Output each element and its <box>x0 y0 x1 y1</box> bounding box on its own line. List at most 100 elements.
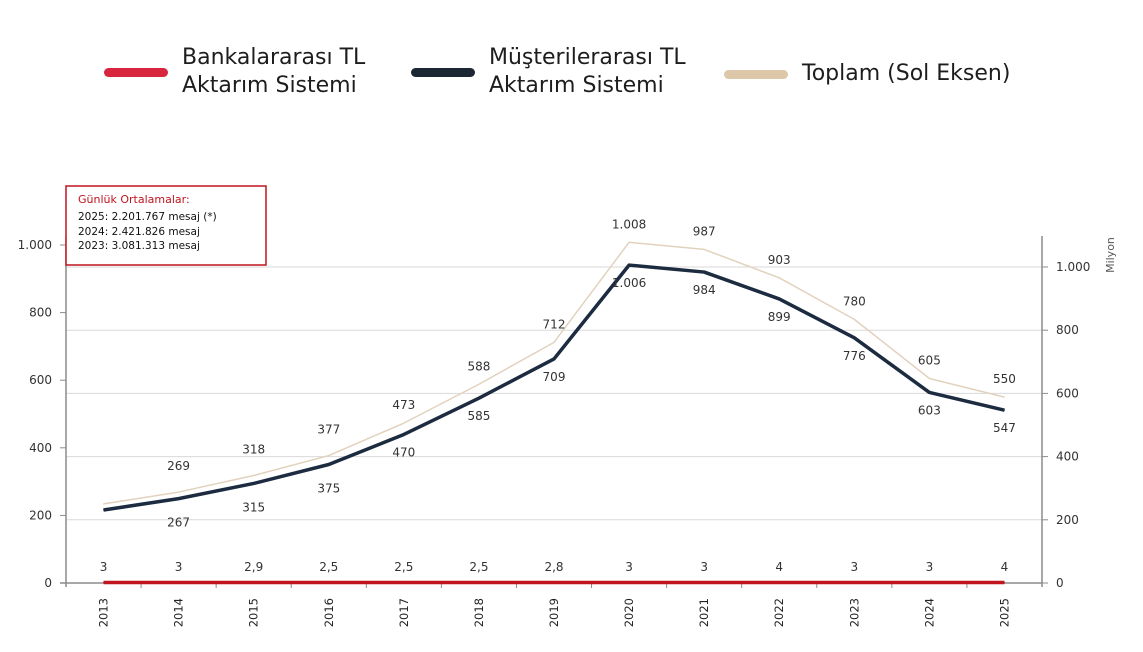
data-label: 2,9 <box>244 560 263 574</box>
x-axis-tick-label: 2024 <box>922 598 936 627</box>
data-label: 375 <box>317 482 340 496</box>
legend-label-line1: Toplam (Sol Eksen) <box>802 61 1011 86</box>
legend-label-line1: Müşterilerarası TL <box>489 45 686 70</box>
data-point <box>478 582 480 583</box>
data-point <box>403 422 405 424</box>
info-box-title: Günlük Ortalamalar: <box>78 193 190 206</box>
gridlines <box>66 266 1042 521</box>
left-axis-tick-label: 1.000 <box>18 238 52 252</box>
data-point <box>178 491 180 493</box>
data-label: 2,5 <box>319 560 338 574</box>
right-axis-tick-label: 800 <box>1056 323 1079 337</box>
data-point <box>703 271 705 273</box>
data-labels: 3 3 2,9 2,5 2,5 2,5 2,8 3 3 4 3 3 4 267 315 375 470 585 70… <box>100 217 1016 574</box>
x-axis-tick-label: 2013 <box>97 598 111 627</box>
legend-item-musterilerarasi: Müşterilerarası TL Aktarım Sistemi <box>411 44 686 100</box>
legend-swatch-beige <box>724 69 788 79</box>
info-box-line: 2025: 2.201.767 mesaj (*) <box>78 211 217 223</box>
data-label: 776 <box>843 349 866 363</box>
data-label: 899 <box>768 310 791 324</box>
data-point <box>853 337 855 339</box>
x-axis-tick-label: 2021 <box>697 598 711 627</box>
data-point <box>328 464 330 465</box>
axes: 0 200 400 600 800 1.000 0 200 400 600 800 1.000 Mily… <box>18 236 1117 627</box>
data-point <box>553 341 555 343</box>
left-axis-tick-label: 400 <box>29 441 52 455</box>
data-point <box>328 455 330 457</box>
data-point <box>928 391 930 393</box>
data-point <box>178 498 180 500</box>
x-axis-tick-label: 2015 <box>247 598 261 627</box>
data-label: 903 <box>768 253 791 267</box>
legend-item-toplam: Toplam (Sol Eksen) <box>724 60 1010 88</box>
data-point <box>403 433 405 435</box>
data-label: 605 <box>918 354 941 368</box>
right-axis-title: Milyon <box>1104 237 1117 273</box>
legend-swatch-red <box>104 67 168 77</box>
data-label: 547 <box>993 421 1016 435</box>
right-axis-tick-label: 600 <box>1056 386 1079 400</box>
data-point <box>253 582 255 583</box>
data-label: 712 <box>543 317 566 331</box>
data-label: 3 <box>100 560 108 574</box>
data-label: 3 <box>850 560 858 574</box>
data-point <box>253 475 255 477</box>
legend-label-toplam: Toplam (Sol Eksen) <box>802 60 1010 88</box>
x-axis-tick-label: 2020 <box>622 598 636 627</box>
x-axis-tick-label: 2023 <box>847 598 861 627</box>
info-box: Günlük Ortalamalar: 2025: 2.201.767 mesa… <box>65 185 267 266</box>
data-point <box>478 397 480 399</box>
data-point <box>103 509 105 511</box>
data-point <box>328 582 330 583</box>
data-label: 709 <box>543 370 566 384</box>
right-axis-tick-label: 0 <box>1056 576 1064 590</box>
data-point <box>553 358 555 360</box>
data-label: 987 <box>693 224 716 238</box>
data-point <box>853 318 855 320</box>
x-axis-tick-label: 2018 <box>472 598 486 627</box>
legend-swatch-navy <box>411 67 475 77</box>
legend-label-line1: Bankalararası TL <box>182 45 366 70</box>
data-label: 4 <box>775 560 783 574</box>
data-point <box>103 582 105 583</box>
data-point <box>1003 409 1005 411</box>
x-axis-tick-label: 2022 <box>772 598 786 627</box>
data-label: 269 <box>167 459 190 473</box>
legend-label-bankalararasi: Bankalararası TL Aktarım Sistemi <box>182 44 365 100</box>
data-point <box>853 582 855 583</box>
data-label: 2,5 <box>394 560 413 574</box>
legend-label-line2: Aktarım Sistemi <box>489 73 664 98</box>
left-axis-tick-label: 0 <box>44 576 52 590</box>
data-label: 2,8 <box>544 560 563 574</box>
info-box-frame <box>65 185 267 266</box>
data-point <box>628 241 630 243</box>
left-axis-tick-label: 800 <box>29 306 52 320</box>
series-line-1 <box>103 263 1005 512</box>
data-label: 470 <box>392 445 415 459</box>
left-axis-tick-label: 200 <box>29 508 52 522</box>
data-point <box>403 582 405 583</box>
data-label: 2,5 <box>469 560 488 574</box>
x-axis-tick-label: 2025 <box>997 598 1011 627</box>
data-point <box>553 582 555 583</box>
data-label: 984 <box>693 283 716 297</box>
data-point <box>1003 582 1005 583</box>
x-axis-tick-label: 2014 <box>172 598 186 627</box>
data-point <box>778 298 780 300</box>
data-label: 3 <box>926 560 934 574</box>
x-axis-tick-label: 2019 <box>547 598 561 627</box>
data-label: 3 <box>700 560 708 574</box>
right-axis-tick-label: 200 <box>1056 513 1079 527</box>
data-label: 267 <box>167 516 190 530</box>
data-label: 315 <box>242 500 265 514</box>
data-label: 1.006 <box>612 276 646 290</box>
legend-item-bankalararasi: Bankalararası TL Aktarım Sistemi <box>104 44 365 100</box>
data-label: 780 <box>843 294 866 308</box>
data-label: 603 <box>918 403 941 417</box>
data-point <box>478 383 480 385</box>
data-point <box>1003 396 1005 398</box>
data-point <box>628 582 630 583</box>
data-label: 588 <box>467 359 490 373</box>
data-label: 318 <box>242 443 265 457</box>
